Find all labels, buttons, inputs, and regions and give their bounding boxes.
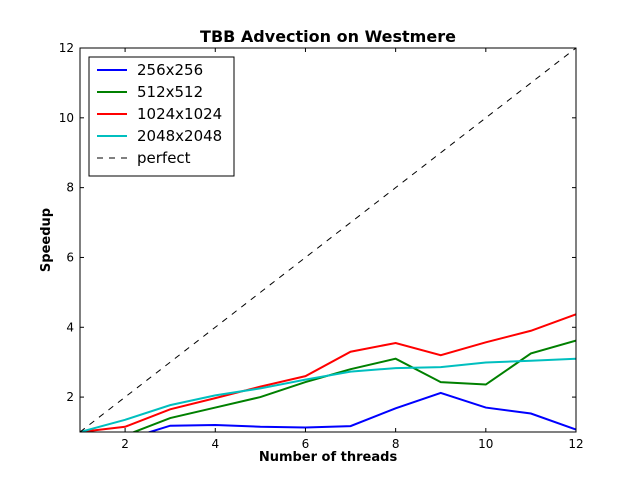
legend-label: 256x256 (137, 61, 203, 79)
series-line-256x256 (146, 391, 576, 432)
plot-frame (79, 47, 577, 433)
legend-label: 2048x2048 (137, 127, 222, 145)
tick-layer: 2 4 6 8 10 12 2 4 6 8 10 12 (59, 41, 584, 451)
chart-title: TBB Advection on Westmere (200, 27, 456, 46)
x-tick-label: 10 (478, 437, 493, 451)
x-tick-label: 12 (568, 437, 583, 451)
y-tick-label: 8 (66, 181, 74, 195)
y-tick-label: 4 (66, 320, 74, 334)
x-tick-label: 8 (392, 437, 400, 451)
series-line-perfect (80, 48, 576, 432)
x-tick-label: 2 (121, 437, 129, 451)
legend-box (88, 56, 235, 177)
legend-label: 1024x1024 (137, 105, 222, 123)
y-tick-label: 12 (59, 41, 74, 55)
series-line-1024x1024 (80, 313, 576, 432)
y-tick-label: 10 (59, 111, 74, 125)
x-axis-label: Number of threads (259, 450, 398, 465)
legend-label: 512x512 (137, 83, 203, 101)
x-tick-label: 4 (211, 437, 219, 451)
x-tick-label: 6 (302, 437, 310, 451)
series-line-2048x2048 (80, 357, 576, 432)
y-tick-label: 6 (66, 250, 74, 264)
y-axis-label: Speedup (39, 208, 54, 272)
series-layer (80, 48, 576, 432)
legend-label: perfect (137, 149, 191, 167)
legend: 256x256 512x512 1024x1024 2048x2048 perfect (88, 56, 235, 177)
y-tick-label: 2 (66, 390, 74, 404)
